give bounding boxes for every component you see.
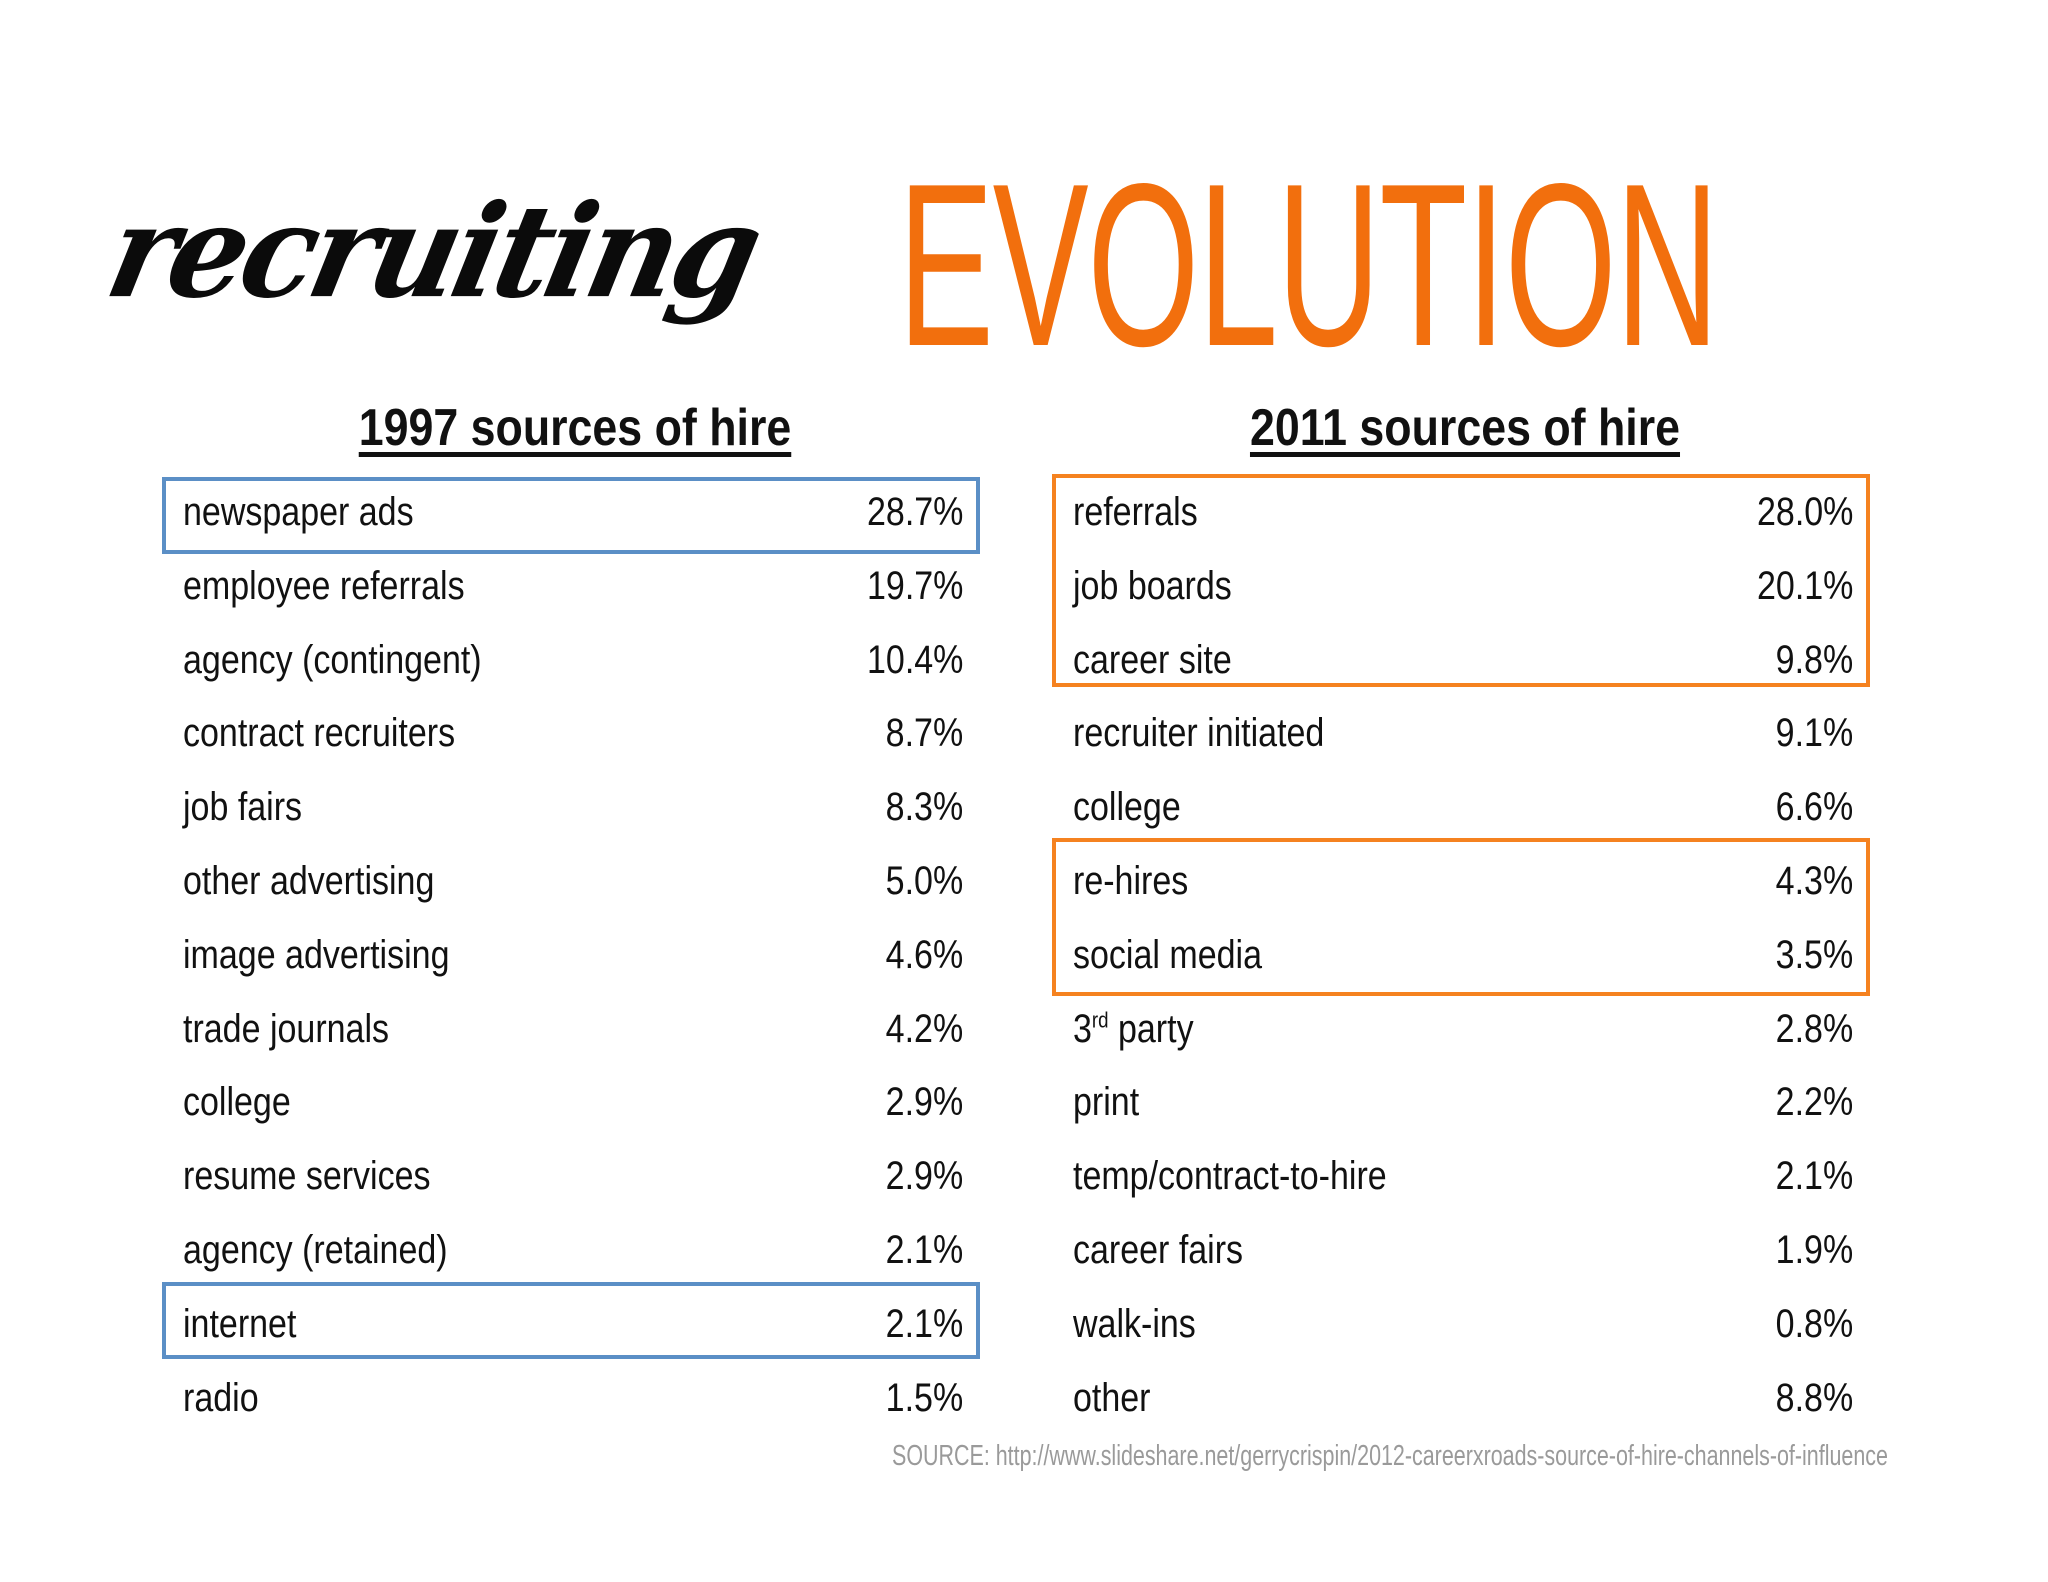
table-row: image advertising 4.6% xyxy=(183,919,963,993)
highlight-box-internet xyxy=(162,1282,980,1359)
table-row: college 6.6% xyxy=(1073,771,1853,845)
table-row: re-hires 4.3% xyxy=(1073,845,1853,919)
ordinal-number: 3 xyxy=(1073,1006,1092,1051)
table-1997: newspaper ads 28.7% employee referrals 19.… xyxy=(183,476,963,1435)
row-label: image advertising xyxy=(183,932,450,977)
table-row: other 8.8% xyxy=(1073,1362,1853,1436)
row-label: newspaper ads xyxy=(183,490,414,534)
table-row: resume services 2.9% xyxy=(183,1140,963,1214)
row-value: 9.8% xyxy=(1775,637,1853,682)
row-value: 2.1% xyxy=(885,1227,963,1272)
row-label: resume services xyxy=(183,1154,431,1199)
row-label: print xyxy=(1073,1080,1140,1125)
row-value: 8.8% xyxy=(1775,1375,1853,1420)
table-row: trade journals 4.2% xyxy=(183,993,963,1067)
table-row: recruiter initiated 9.1% xyxy=(1073,697,1853,771)
table-row: agency (contingent) 10.4% xyxy=(183,624,963,698)
row-value: 1.5% xyxy=(885,1375,963,1420)
row-value: 2.1% xyxy=(1775,1154,1853,1199)
row-label: recruiter initiated xyxy=(1073,711,1325,756)
row-label: job boards xyxy=(1073,563,1232,608)
row-value: 28.7% xyxy=(866,490,963,534)
row-value: 2.9% xyxy=(885,1080,963,1125)
row-value: 2.2% xyxy=(1775,1080,1853,1125)
row-value: 9.1% xyxy=(1775,711,1853,756)
table-row: social media 3.5% xyxy=(1073,919,1853,993)
row-value: 2.8% xyxy=(1775,1006,1853,1051)
table-row: radio 1.5% xyxy=(183,1362,963,1436)
row-label: internet xyxy=(183,1301,297,1346)
title-main-word: EVOLUTION xyxy=(898,136,1719,395)
table-row: 3rd party 2.8% xyxy=(1073,993,1853,1067)
row-value: 6.6% xyxy=(1775,785,1853,830)
row-label: 3rd party xyxy=(1073,993,1194,1067)
table-row: job fairs 8.3% xyxy=(183,771,963,845)
table-row: career site 9.8% xyxy=(1073,624,1853,698)
row-label: career fairs xyxy=(1073,1227,1244,1272)
heading-2011: 2011 sources of hire xyxy=(1249,399,1681,457)
table-row: internet 2.1% xyxy=(183,1288,963,1362)
ordinal-suffix: rd xyxy=(1091,1007,1109,1033)
row-value: 0.8% xyxy=(1775,1301,1853,1346)
row-label: job fairs xyxy=(183,785,303,830)
source-citation: SOURCE: http://www.slideshare.net/gerryc… xyxy=(892,1440,1888,1472)
row-label: agency (contingent) xyxy=(183,637,482,682)
row-label: employee referrals xyxy=(183,563,465,608)
highlight-box-newspaper-ads xyxy=(162,477,980,554)
ordinal-rest: party xyxy=(1108,1006,1194,1051)
row-value: 2.9% xyxy=(885,1154,963,1199)
row-value: 1.9% xyxy=(1775,1227,1853,1272)
table-row: employee referrals 19.7% xyxy=(183,550,963,624)
row-label: college xyxy=(1073,785,1181,830)
table-row: walk-ins 0.8% xyxy=(1073,1288,1853,1362)
row-label: re-hires xyxy=(1073,858,1189,903)
row-value: 4.3% xyxy=(1775,858,1853,903)
row-label: temp/contract-to-hire xyxy=(1073,1154,1387,1199)
row-value: 28.0% xyxy=(1756,490,1853,534)
row-value: 3.5% xyxy=(1775,932,1853,977)
row-label: trade journals xyxy=(183,1006,390,1051)
table-row: agency (retained) 2.1% xyxy=(183,1214,963,1288)
table-row: print 2.2% xyxy=(1073,1066,1853,1140)
row-value: 8.3% xyxy=(885,785,963,830)
row-value: 19.7% xyxy=(866,563,963,608)
row-label: walk-ins xyxy=(1073,1301,1196,1346)
highlight-box-top-three-2011 xyxy=(1052,474,1870,687)
title-script-word: recruiting xyxy=(95,175,771,327)
row-value: 20.1% xyxy=(1756,563,1853,608)
table-row: other advertising 5.0% xyxy=(183,845,963,919)
table-row: job boards 20.1% xyxy=(1073,550,1853,624)
table-2011: referrals 28.0% job boards 20.1% career si… xyxy=(1073,476,1853,1435)
row-label: career site xyxy=(1073,637,1232,682)
row-label: contract recruiters xyxy=(183,711,456,756)
row-label: agency (retained) xyxy=(183,1227,448,1272)
table-row: contract recruiters 8.7% xyxy=(183,697,963,771)
row-label: college xyxy=(183,1080,291,1125)
row-value: 4.6% xyxy=(885,932,963,977)
heading-1997: 1997 sources of hire xyxy=(358,399,792,457)
table-row: temp/contract-to-hire 2.1% xyxy=(1073,1140,1853,1214)
row-label: radio xyxy=(183,1375,259,1420)
row-label: referrals xyxy=(1073,490,1198,534)
table-row: career fairs 1.9% xyxy=(1073,1214,1853,1288)
table-row: referrals 28.0% xyxy=(1073,476,1853,550)
row-label: other advertising xyxy=(183,858,435,903)
row-label: other xyxy=(1073,1375,1151,1420)
table-row: newspaper ads 28.7% xyxy=(183,476,963,550)
row-value: 8.7% xyxy=(885,711,963,756)
row-value: 2.1% xyxy=(885,1301,963,1346)
table-row: college 2.9% xyxy=(183,1066,963,1140)
row-value: 10.4% xyxy=(866,637,963,682)
highlight-box-rehires-social xyxy=(1052,838,1870,996)
row-label: social media xyxy=(1073,932,1262,977)
row-value: 4.2% xyxy=(885,1006,963,1051)
row-value: 5.0% xyxy=(885,858,963,903)
